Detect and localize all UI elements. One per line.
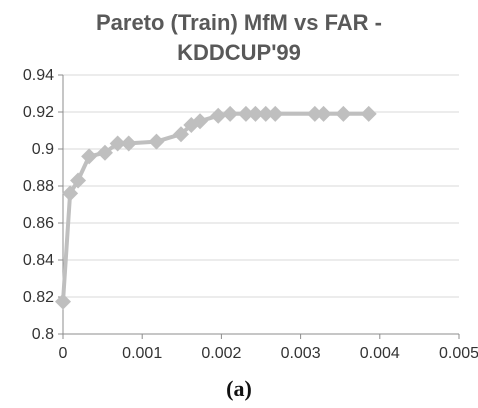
y-tick-label: 0.88: [23, 178, 54, 195]
data-point: [81, 148, 98, 165]
data-point: [192, 113, 209, 130]
data-point: [96, 144, 113, 161]
data-point: [335, 105, 352, 122]
y-tick-label: 0.94: [23, 67, 54, 84]
data-point: [315, 105, 332, 122]
data-point: [247, 105, 264, 122]
data-point: [210, 107, 227, 124]
x-tick-label: 0.005: [439, 345, 478, 362]
y-tick-label: 0.84: [23, 252, 54, 269]
data-point: [55, 293, 71, 310]
y-tick-label: 0.86: [23, 215, 54, 232]
data-point: [62, 185, 79, 202]
series-line: [61, 111, 369, 302]
chart-title-line-1: Pareto (Train) MfM vs FAR -: [96, 10, 382, 35]
y-tick-label: 0.9: [32, 141, 54, 158]
x-tick-label: 0.002: [201, 345, 241, 362]
data-point: [360, 105, 377, 122]
y-tick-label: 0.8: [32, 326, 54, 343]
data-point: [109, 135, 126, 152]
x-tick-label: 0.003: [281, 345, 321, 362]
x-tick-label: 0.004: [360, 345, 400, 362]
x-tick-label: 0: [59, 345, 68, 362]
data-point: [120, 135, 137, 152]
chart-title-line-2: KDDCUP'99: [177, 40, 301, 65]
data-point: [257, 105, 274, 122]
data-point: [70, 172, 87, 189]
data-point: [222, 105, 239, 122]
data-point: [148, 133, 165, 150]
plot-area: 0.8 0.82 0.84 0.86 0.88 0.9 0.92 0.94 0 0.001 0.00…: [23, 67, 478, 362]
figure-caption: (a): [226, 376, 252, 401]
y-tick-label: 0.92: [23, 104, 54, 121]
data-point: [306, 105, 323, 122]
x-tick-label: 0.001: [122, 345, 162, 362]
data-point: [173, 126, 190, 143]
data-point: [237, 105, 254, 122]
y-tick-label: 0.82: [23, 289, 54, 306]
data-point: [267, 105, 284, 122]
